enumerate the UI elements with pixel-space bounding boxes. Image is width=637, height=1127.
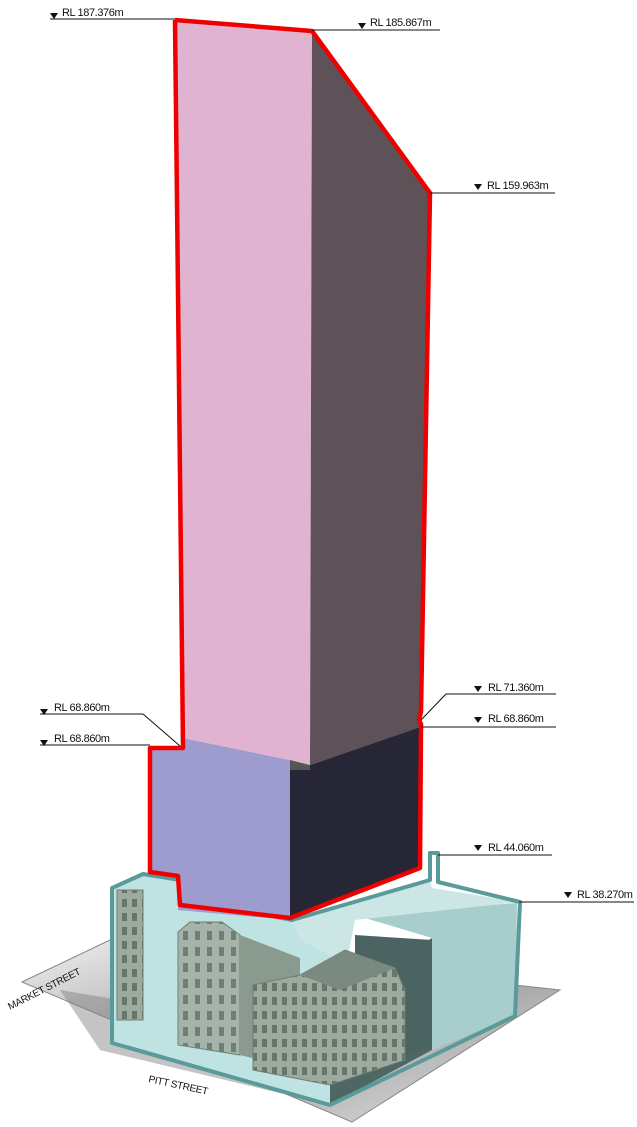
level-marker-68-left-lower: RL 68.860m — [40, 733, 150, 746]
heritage-facade-main — [177, 921, 241, 1056]
level-label: RL 68.860m — [54, 733, 110, 745]
level-marker-159: RL 159.963m — [430, 180, 555, 194]
level-label: RL 68.860m — [488, 713, 544, 725]
level-triangle — [358, 23, 366, 29]
level-marker-38: RL 38.270m — [519, 889, 634, 903]
level-label: RL 38.270m — [577, 889, 633, 901]
level-triangle — [564, 892, 572, 898]
level-marker-44: RL 44.060m — [438, 842, 552, 856]
podium-side — [290, 727, 420, 920]
level-triangle — [474, 717, 482, 723]
level-marker-187: RL 187.376m — [50, 7, 175, 20]
level-leader — [420, 693, 447, 721]
level-marker-68-right: RL 68.860m — [421, 713, 556, 728]
level-label: RL 185.867m — [370, 17, 431, 29]
heritage-tower — [116, 889, 144, 1021]
base-right-mass — [355, 903, 517, 1050]
level-marker-71: RL 71.360m — [420, 682, 556, 721]
level-triangle — [40, 740, 48, 746]
level-triangle — [50, 13, 58, 19]
podium-notch — [290, 760, 310, 770]
level-marker-68-left-upper: RL 68.860m — [40, 702, 181, 747]
tower-side — [310, 31, 430, 765]
tower-front — [175, 20, 312, 765]
level-label: RL 44.060m — [488, 842, 544, 854]
level-triangle — [40, 709, 48, 715]
level-triangle — [474, 845, 482, 851]
level-triangle — [474, 686, 482, 692]
level-label: RL 68.860m — [54, 702, 110, 714]
level-label: RL 187.376m — [62, 7, 123, 19]
level-leader — [142, 713, 181, 747]
heritage-roof — [300, 950, 395, 990]
envelope-outline — [147, 17, 433, 921]
level-label: RL 159.963m — [487, 180, 548, 192]
level-label: RL 71.360m — [488, 682, 544, 694]
base-building — [110, 851, 522, 1107]
level-marker-185: RL 185.867m — [312, 17, 440, 31]
podium-front — [150, 738, 290, 920]
pitt-street-label: PITT STREET — [147, 1074, 209, 1097]
level-triangle — [474, 184, 482, 190]
